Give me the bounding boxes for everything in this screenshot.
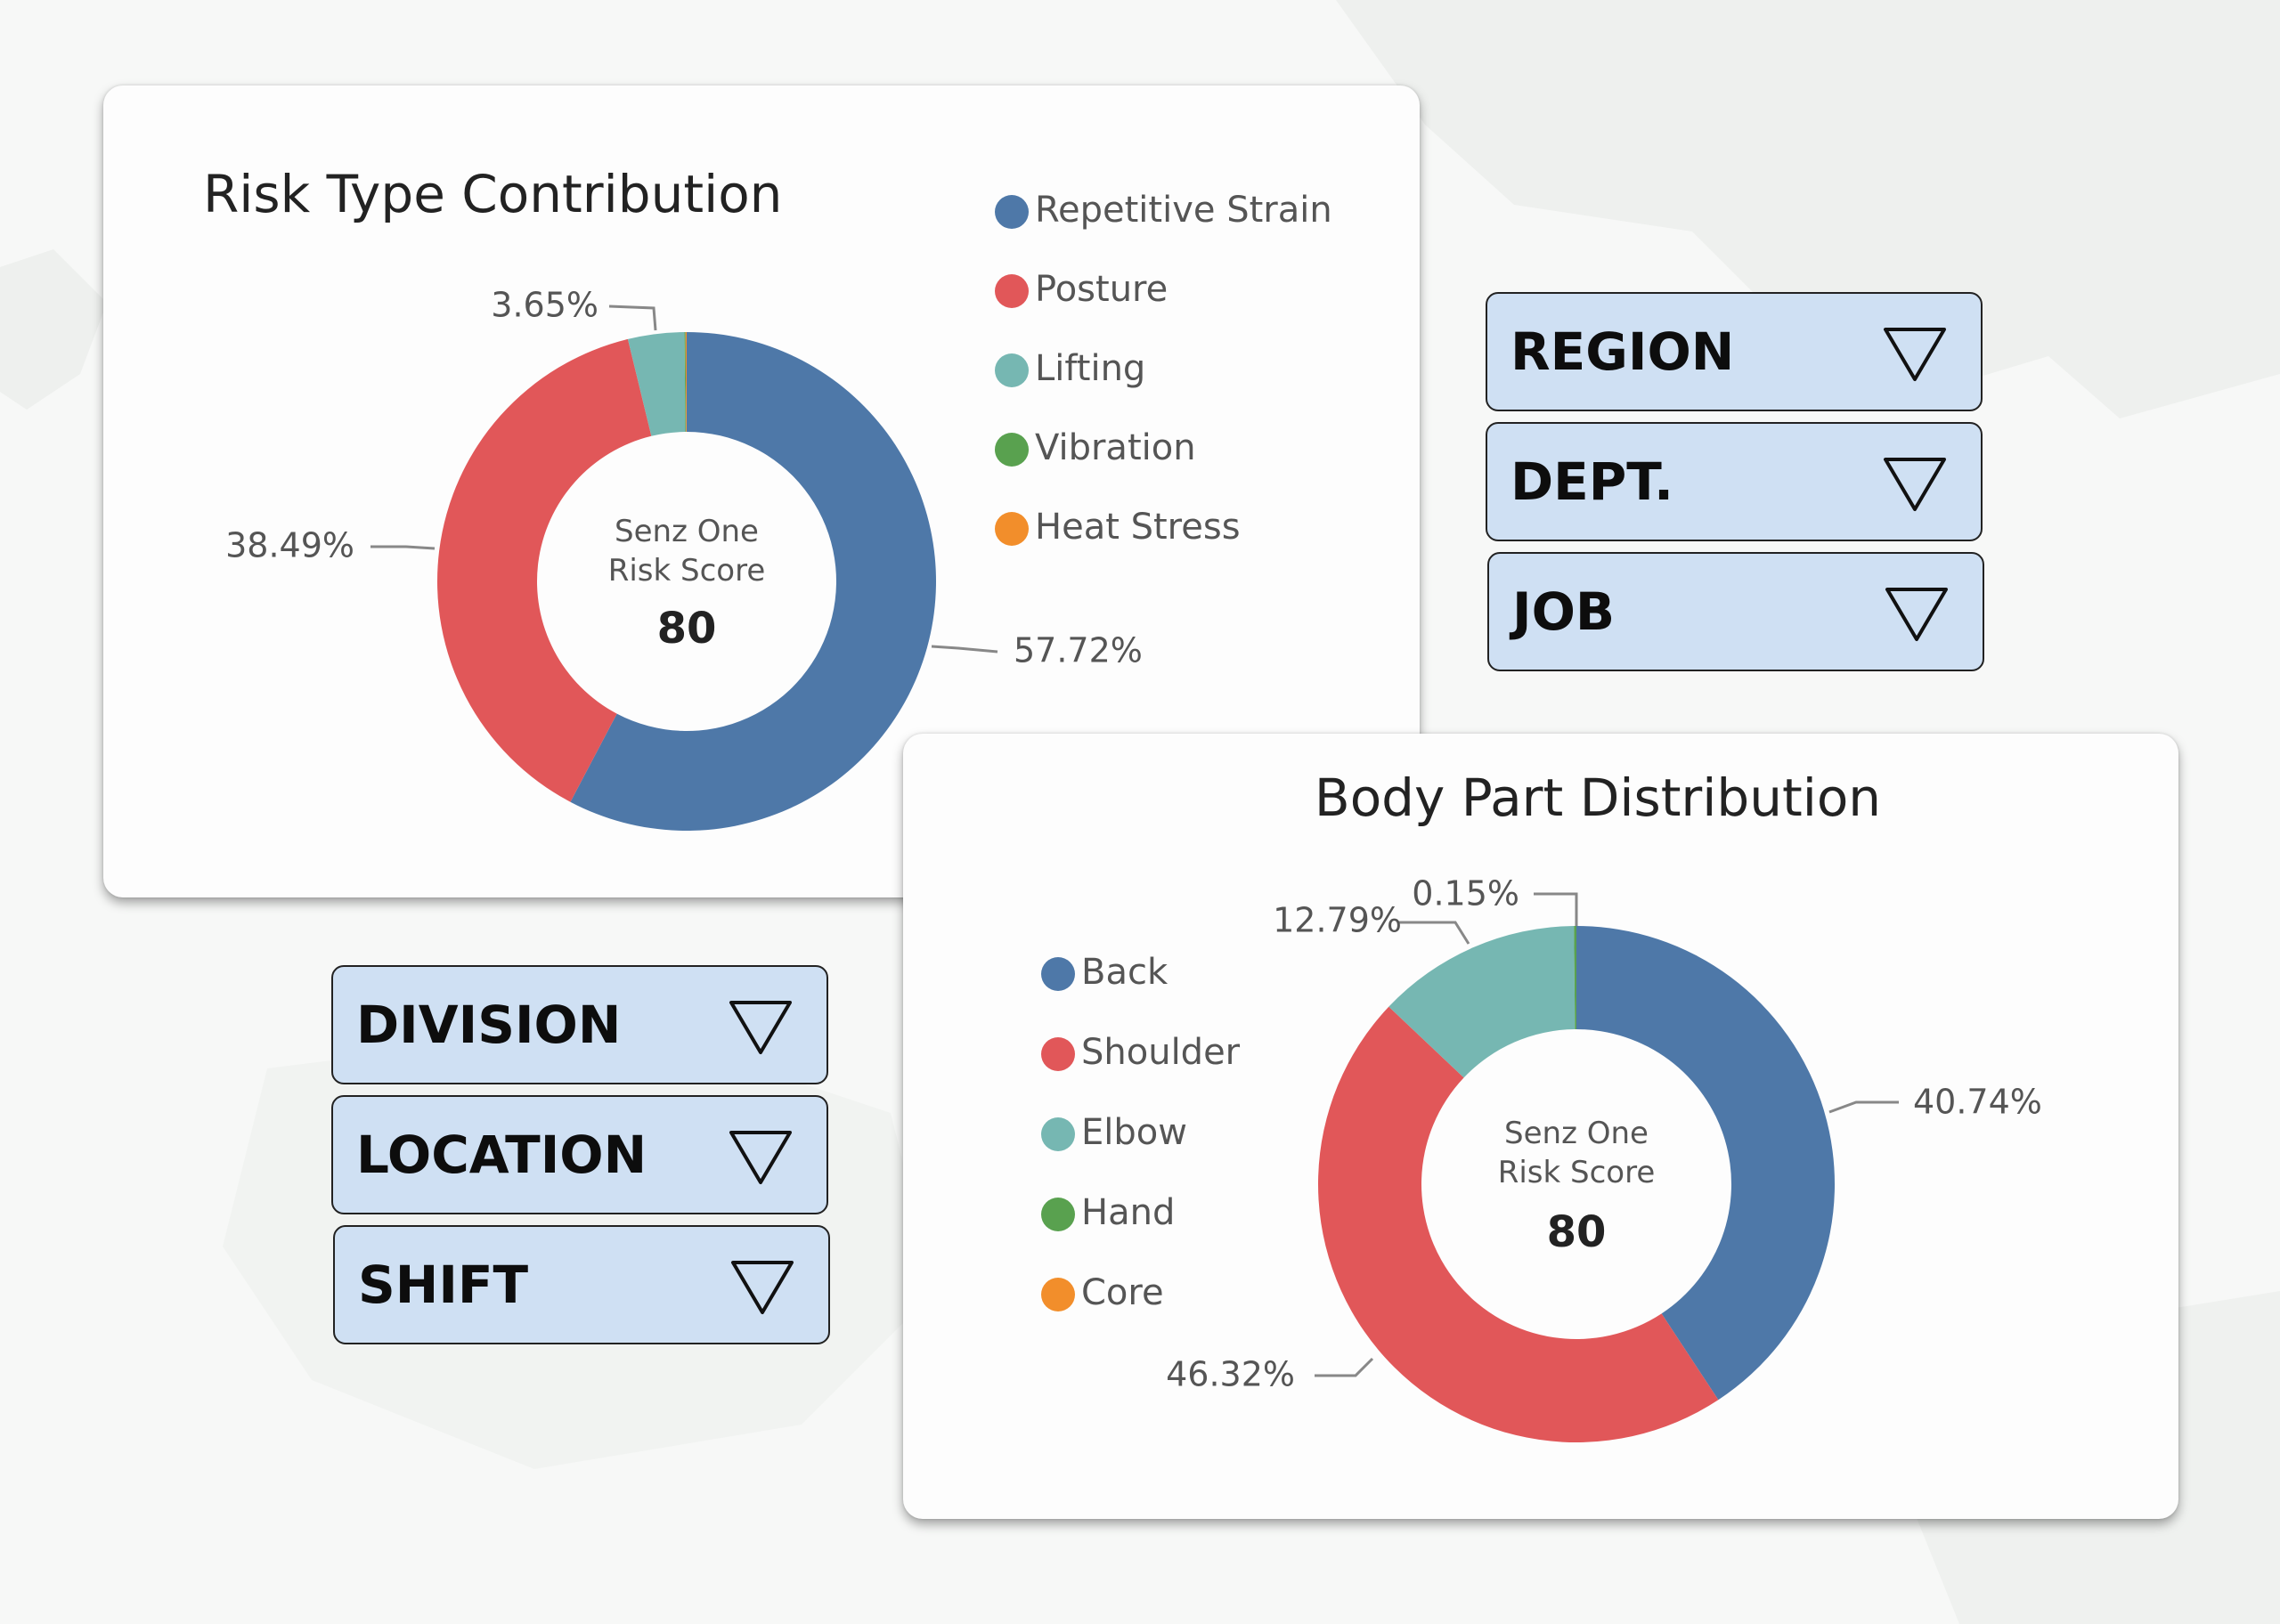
legend-marker-vibration: [995, 433, 1029, 467]
leader-line: [1534, 892, 1578, 926]
legend-label-lifting: Lifting: [1035, 348, 1145, 389]
legend-label-heat-stress: Heat Stress: [1035, 507, 1241, 548]
body-part-chart: Body Part Distribution 40.74% 46.32% 12.79%…: [1041, 767, 2042, 1443]
legend-label-posture: Posture: [1035, 269, 1168, 310]
dropdown-triangle-icon: [1884, 458, 1946, 511]
leader-line: [370, 545, 436, 550]
slice-vibration: [684, 332, 687, 433]
dept-filter-label: DEPT.: [1510, 451, 1674, 512]
dept-filter[interactable]: DEPT.: [1486, 422, 1983, 541]
legend-label-elbow: Elbow: [1081, 1112, 1187, 1153]
location-filter[interactable]: LOCATION: [331, 1095, 828, 1214]
dropdown-triangle-icon: [1884, 328, 1946, 381]
chart-title: Risk Type Contribution: [203, 164, 782, 224]
division-filter-label: DIVISION: [356, 995, 622, 1055]
body-part-card: Body Part Distribution 40.74% 46.32% 12.79%…: [903, 734, 2178, 1519]
center-label-line2: Risk Score: [1498, 1155, 1656, 1190]
leader-line: [1315, 1357, 1374, 1377]
shift-filter[interactable]: SHIFT: [333, 1225, 830, 1344]
legend-label-back: Back: [1081, 952, 1168, 993]
slice-elbow: [1388, 926, 1576, 1078]
slice-shoulder: [1317, 1006, 1719, 1443]
shift-filter-label: SHIFT: [358, 1255, 529, 1315]
legend-label-hand: Hand: [1081, 1192, 1175, 1233]
slice-repetitive-strain: [570, 332, 936, 831]
center-label-line1: Senz One: [615, 514, 759, 549]
slice-lifting: [627, 332, 686, 436]
dropdown-triangle-icon: [729, 1001, 792, 1054]
center-label-line2: Risk Score: [608, 553, 766, 589]
region-filter[interactable]: REGION: [1486, 292, 1983, 411]
data-label-lifting: 3.65%: [491, 286, 598, 325]
division-filter[interactable]: DIVISION: [331, 965, 828, 1084]
data-label-back: 40.74%: [1913, 1083, 2042, 1122]
data-label-elbow: 12.79%: [1273, 901, 1402, 940]
legend-marker-back: [1041, 957, 1075, 991]
legend-marker-hand: [1041, 1198, 1075, 1231]
region-filter-label: REGION: [1510, 321, 1735, 382]
chart-title: Body Part Distribution: [1315, 767, 1881, 828]
data-label-shoulder: 46.32%: [1166, 1355, 1295, 1394]
legend-marker-posture: [995, 274, 1029, 308]
leader-line: [1398, 921, 1470, 945]
legend-marker-repetitive-strain: [995, 195, 1029, 229]
job-filter-label: JOB: [1512, 581, 1616, 642]
center-label-line1: Senz One: [1504, 1116, 1649, 1151]
dropdown-triangle-icon: [729, 1131, 792, 1184]
data-label-posture: 38.49%: [225, 526, 354, 565]
legend-label-core: Core: [1081, 1272, 1164, 1313]
slice-hand: [1574, 926, 1576, 1030]
risk-type-chart: Risk Type Contribution 57.72% 38.49% 3.65% R…: [203, 164, 1332, 831]
legend-marker-lifting: [995, 353, 1029, 387]
slice-heat-stress: [685, 332, 687, 433]
dropdown-triangle-icon: [1885, 588, 1948, 641]
slice-posture: [436, 338, 652, 802]
legend-marker-elbow: [1041, 1117, 1075, 1151]
legend-label-vibration: Vibration: [1035, 427, 1196, 468]
data-label-repetitive-strain: 57.72%: [1014, 631, 1143, 670]
job-filter[interactable]: JOB: [1487, 552, 1984, 671]
center-score-value: 80: [1547, 1207, 1607, 1257]
location-filter-label: LOCATION: [356, 1125, 647, 1185]
leader-line: [931, 645, 998, 654]
legend-label-repetitive-strain: Repetitive Strain: [1035, 190, 1332, 231]
legend-marker-heat-stress: [995, 512, 1029, 546]
legend-marker-core: [1041, 1278, 1075, 1311]
leader-line: [608, 304, 657, 331]
leader-line: [1828, 1100, 1899, 1114]
center-score-value: 80: [657, 604, 717, 654]
data-label-hand: 0.15%: [1412, 874, 1519, 914]
slice-back: [1576, 926, 1835, 1401]
legend-marker-shoulder: [1041, 1037, 1075, 1071]
dropdown-triangle-icon: [731, 1261, 794, 1314]
legend-label-shoulder: Shoulder: [1081, 1032, 1241, 1073]
